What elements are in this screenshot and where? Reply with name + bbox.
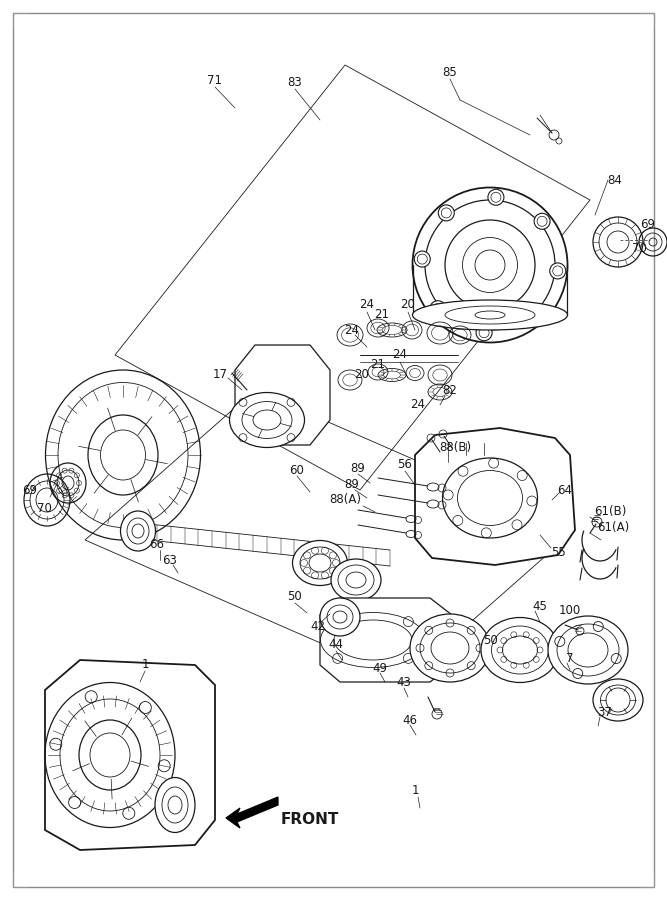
Text: 82: 82 [443, 383, 458, 397]
Ellipse shape [593, 679, 643, 721]
Text: 71: 71 [207, 74, 223, 86]
Text: 20: 20 [401, 299, 416, 311]
Ellipse shape [155, 778, 195, 833]
Ellipse shape [548, 616, 628, 684]
Text: 21: 21 [370, 357, 386, 371]
Text: 85: 85 [443, 66, 458, 78]
Text: 46: 46 [402, 714, 418, 726]
Text: 24: 24 [410, 399, 426, 411]
Circle shape [488, 189, 504, 205]
Text: 88(B): 88(B) [439, 442, 471, 454]
Text: 50: 50 [483, 634, 498, 646]
Text: 44: 44 [329, 638, 344, 652]
Polygon shape [320, 598, 452, 682]
Ellipse shape [481, 617, 559, 682]
Circle shape [438, 205, 454, 220]
Circle shape [526, 309, 542, 325]
Text: 21: 21 [374, 309, 390, 321]
Ellipse shape [412, 187, 568, 343]
Text: 83: 83 [287, 76, 302, 88]
Ellipse shape [121, 511, 155, 551]
Ellipse shape [320, 598, 360, 636]
Circle shape [534, 213, 550, 230]
Text: 60: 60 [289, 464, 304, 476]
Text: 66: 66 [149, 538, 165, 552]
Text: 1: 1 [141, 659, 149, 671]
Text: 89: 89 [345, 478, 360, 491]
Text: 7: 7 [566, 652, 574, 664]
Text: 24: 24 [360, 299, 374, 311]
Ellipse shape [410, 614, 490, 682]
Text: 37: 37 [598, 706, 612, 718]
Text: 1: 1 [412, 784, 419, 796]
Text: 84: 84 [608, 174, 622, 186]
Text: 64: 64 [558, 483, 572, 497]
Polygon shape [235, 345, 330, 445]
Text: 69: 69 [23, 483, 37, 497]
Circle shape [414, 251, 430, 267]
Text: 43: 43 [397, 677, 412, 689]
Polygon shape [45, 660, 215, 850]
Text: 100: 100 [559, 604, 581, 617]
Polygon shape [415, 428, 575, 565]
Text: 17: 17 [213, 368, 227, 382]
Circle shape [550, 263, 566, 279]
Text: 89: 89 [351, 462, 366, 474]
Ellipse shape [331, 559, 381, 601]
Circle shape [430, 301, 446, 317]
Text: 24: 24 [392, 348, 408, 362]
Polygon shape [226, 797, 278, 828]
Text: 61(A): 61(A) [597, 521, 629, 535]
Text: 49: 49 [372, 662, 388, 674]
Ellipse shape [412, 300, 568, 330]
Text: 70: 70 [632, 241, 646, 255]
Text: 42: 42 [311, 620, 325, 634]
Text: 69: 69 [640, 219, 656, 231]
Ellipse shape [293, 541, 348, 586]
Ellipse shape [229, 392, 305, 447]
Text: FRONT: FRONT [281, 813, 340, 827]
Text: 63: 63 [163, 554, 177, 566]
Text: 55: 55 [551, 546, 566, 560]
Text: 20: 20 [355, 368, 370, 382]
Text: 56: 56 [398, 458, 412, 472]
Circle shape [476, 325, 492, 341]
Text: 61(B): 61(B) [594, 506, 626, 518]
Text: 24: 24 [344, 323, 360, 337]
Text: 88(A): 88(A) [329, 493, 361, 507]
Text: 45: 45 [532, 599, 548, 613]
Text: 70: 70 [37, 502, 51, 516]
Text: 50: 50 [287, 590, 302, 604]
